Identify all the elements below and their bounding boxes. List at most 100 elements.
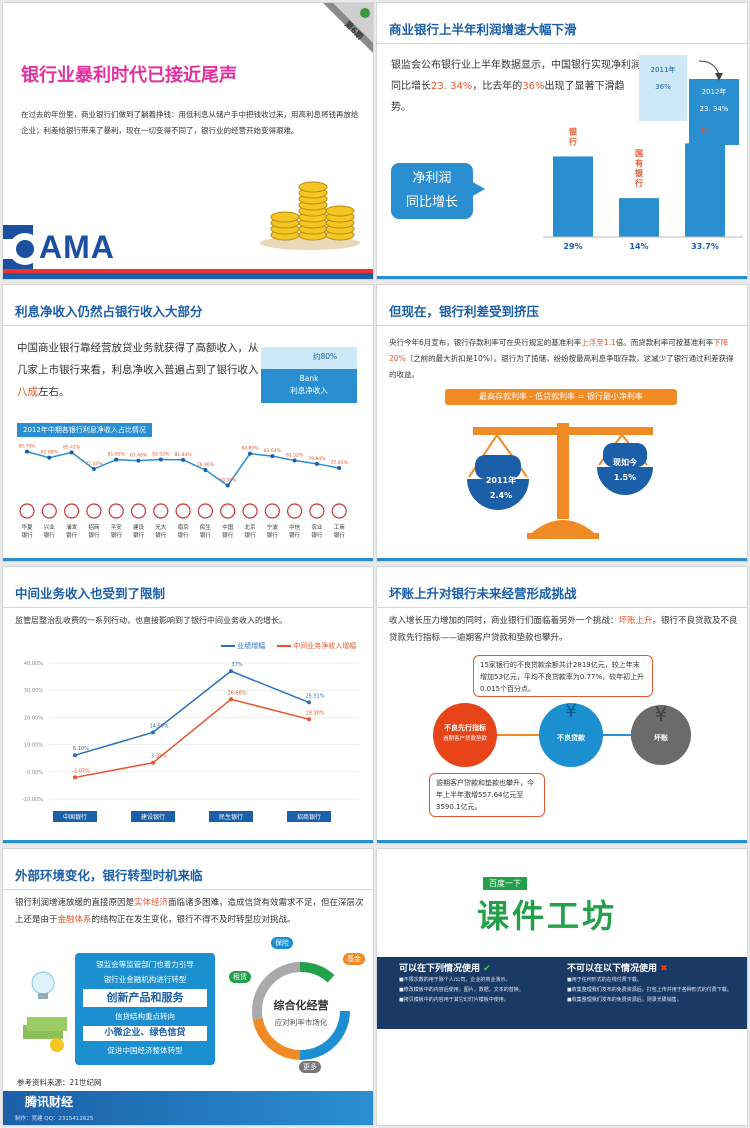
- slide-6[interactable]: 坏账上升对银行未来经营形成挑战 收入增长压力增加的同时，商业银行们面临着另外一个…: [376, 566, 748, 844]
- cannot-item: ■收集整理我们发布的免费资源后，则录光碟销售。: [567, 997, 682, 1003]
- slide-4[interactable]: 但现在，银行利差受到挤压 央行今年6月宣布，银行存款利率可在央行规定的基准利率上…: [376, 284, 748, 562]
- bank-logo-icon: [264, 503, 280, 519]
- bank-name-label: 银行: [21, 531, 33, 539]
- data-point: [136, 458, 141, 463]
- bank-name-label: 银行: [267, 531, 279, 539]
- data-label: 84.80%: [241, 446, 259, 452]
- y-tick-label: 40.00%: [24, 661, 43, 667]
- category-tag: [53, 811, 97, 822]
- bank-name-label: 农业: [311, 523, 323, 531]
- slide7-body-b: 面临诸多困难，造成信贷有效需求不足，但在深层次上还是由于: [15, 898, 364, 925]
- slide5-body: 监管层整治乱收费的一系列行动，也直接影响到了银行中间业务收入的增长。: [15, 616, 287, 625]
- bank-name-label: 银行: [334, 531, 346, 539]
- slide2-title-rule: [377, 43, 747, 44]
- can-list: ■不限次数的用于除个人/公司、企业的商业演示。 ■修改模板中的内容后使用，图片，…: [399, 975, 569, 1005]
- slide4-body-hl2: 下降20%: [389, 338, 729, 363]
- data-point: [73, 775, 77, 780]
- right-pan-year: 现如今: [613, 458, 637, 467]
- slide3-body-b: 左右。: [38, 386, 70, 398]
- bank-logo-icon: [309, 503, 325, 519]
- category-label-char: 行: [634, 178, 643, 188]
- slide2-body-c: 出现了显著下滑趋势。: [391, 81, 625, 113]
- slide-3[interactable]: 利息净收入仍然占银行收入大部分 中国商业银行靠经营放贷业务就获得了高额收入，从几…: [2, 284, 374, 562]
- right-pan-value: 1.5%: [613, 473, 637, 482]
- bank-logo-icon: [86, 503, 102, 519]
- circle-npl: 不良贷款: [557, 734, 585, 742]
- data-point: [158, 457, 163, 462]
- share-box: Bank 利息净收入: [261, 369, 357, 403]
- slide3-body-a: 中国商业银行靠经营放贷业务就获得了高额收入，从几家上市银行来看，利息净收入普遍占…: [17, 342, 259, 376]
- bubble-pointer: [471, 181, 485, 197]
- category-label: 建设银行: [141, 813, 165, 821]
- y-tick-label: -10.00%: [22, 797, 43, 803]
- slide1-decor: [323, 3, 373, 53]
- slide2-body: 银监会公布银行业上半年数据显示，中国银行实现净利润同比增长23. 34%，比去年…: [391, 55, 641, 118]
- tag-fund: 基金: [343, 953, 365, 965]
- npl-info-box: 15家银行的不良贷款余额共计2819亿元，较上年末增加53亿元，平均不良贷款率为…: [473, 655, 653, 697]
- slide6-title: 坏账上升对银行未来经营形成挑战: [389, 586, 577, 601]
- cannot-item: ■用于任何形式的在线付费下载。: [567, 977, 642, 983]
- slide-5[interactable]: 中间业务收入也受到了限制 监管层整治乱收费的一系列行动，也直接影响到了银行中间业…: [2, 566, 374, 844]
- slide-7[interactable]: 外部环境变化，银行转型时机来临 银行利润增速放缓的直接原因是实体经济面临诸多困难…: [2, 848, 374, 1126]
- data-point: [151, 760, 155, 765]
- slide4-bottom-bar: [377, 558, 747, 561]
- bank-name-label: 光大: [155, 523, 167, 531]
- bank-logo-icon: [197, 503, 213, 519]
- bank-logo-icon: [175, 503, 191, 519]
- y-tick-label: 10.00%: [24, 743, 43, 749]
- category-tag: [287, 811, 331, 822]
- bar-value-label: 14%: [629, 242, 648, 251]
- bar: [553, 156, 593, 237]
- lightbulb-and-money-icon: [23, 971, 67, 1052]
- data-point: [91, 467, 96, 472]
- bank-name-label: 银行: [66, 531, 78, 539]
- down-arrow-icon: [698, 60, 723, 81]
- data-label: 69.56%: [219, 477, 237, 483]
- data-point: [69, 450, 74, 455]
- top-tag: 百度一下: [483, 877, 527, 890]
- balance-scale: [467, 423, 653, 539]
- data-point: [248, 451, 252, 456]
- slide1-title: 银行业暴利时代已接近尾声: [21, 65, 237, 86]
- data-label: 85.41%: [63, 444, 81, 450]
- data-point: [292, 458, 297, 463]
- share-box-l1: Bank: [299, 374, 319, 383]
- bank-name-label: 银行: [133, 531, 145, 539]
- category-label: 中国银行: [63, 813, 87, 821]
- data-label: 82.02%: [152, 451, 170, 457]
- bank-logo-icon: [220, 503, 236, 519]
- slide-8[interactable]: 百度一下 课件工坊 可以在下列情况使用 ✔ ■不限次数的用于除个人/公司、企业的…: [376, 848, 748, 1126]
- ring-subtitle: 应对利率市场化: [274, 1018, 328, 1027]
- intermediate-income-line-chart: 40.00% 30.00% 20.00% 10.00% 0.00% -10.00% 6.10…: [22, 661, 359, 822]
- left-pan-value: 2.4%: [489, 491, 513, 500]
- courseware-logo: 课件工坊: [477, 897, 618, 935]
- data-point: [25, 449, 29, 454]
- data-label: 85.79%: [18, 444, 36, 450]
- slide2-body-hl2: 36%: [522, 81, 545, 92]
- slide1-bottom-bar: [3, 273, 373, 279]
- bank-name-label: 银行: [311, 531, 323, 539]
- bank-name-label: 银行: [111, 531, 123, 539]
- bank-logo-icon: [63, 503, 80, 519]
- slide-1[interactable]: 第6期 银行业暴利时代已接近尾声 在过去的年份里，商业银行们做到了躺着挣钱：用低…: [2, 2, 374, 280]
- usage-panel: [377, 957, 747, 1029]
- circle-leading-sub: 逾期客户贷款垫款: [442, 736, 487, 742]
- slide5-bottom-bar: [3, 840, 373, 843]
- data-label: 77.43%: [85, 461, 103, 467]
- can-item: ■不限次数的用于除个人/公司、企业的商业演示。: [399, 977, 511, 983]
- data-point: [307, 717, 311, 722]
- slide6-title-rule: [377, 607, 747, 608]
- slide2-title: 商业银行上半年利润增速大幅下滑: [389, 22, 577, 37]
- list-item: 银行业金融机构进行转型: [103, 975, 187, 984]
- bank-name-label: 华夏: [21, 523, 33, 531]
- share-box-top: [261, 347, 357, 369]
- bank-name-label: 建设: [133, 523, 145, 531]
- category-label-char: 银: [568, 127, 578, 136]
- legend-series-2: 中间业务净收入增幅: [277, 641, 356, 651]
- slide-2[interactable]: 商业银行上半年利润增速大幅下滑 银监会公布银行业上半年数据显示，中国银行实现净利…: [376, 2, 748, 280]
- data-point: [181, 457, 186, 462]
- bank-name-label: 银行: [244, 531, 256, 539]
- left-pan-year: 2011年: [485, 476, 517, 485]
- data-label: 81.48%: [130, 453, 148, 459]
- bar: [619, 198, 659, 237]
